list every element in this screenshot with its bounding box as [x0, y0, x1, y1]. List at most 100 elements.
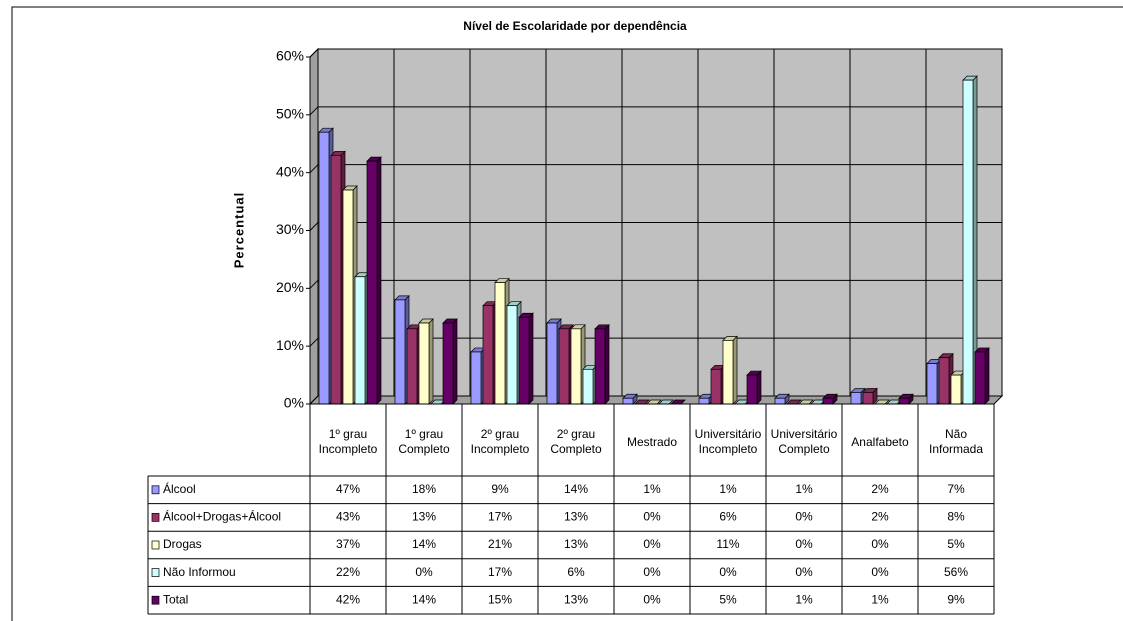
table-value: 0% — [643, 537, 661, 551]
category-label: 1º grau Incompleto — [318, 427, 378, 456]
table-value: 42% — [336, 592, 360, 606]
table-value: 2% — [871, 510, 889, 524]
y-tick-label: 40% — [276, 163, 304, 179]
y-tick-label: 20% — [276, 279, 304, 295]
bar — [722, 340, 734, 405]
table-value: 13% — [564, 592, 588, 606]
legend-label: Total — [163, 592, 188, 606]
table-value: 37% — [336, 537, 360, 551]
bar — [938, 357, 950, 405]
category-label: Analfabeto — [851, 434, 909, 449]
bar — [330, 154, 342, 405]
bar — [354, 276, 366, 405]
table-value: 8% — [947, 510, 965, 524]
table-value: 17% — [488, 510, 512, 524]
table-value: 14% — [412, 592, 436, 606]
grid-line-side — [309, 279, 319, 289]
bar — [962, 79, 974, 405]
legend-key — [151, 485, 160, 495]
bar — [418, 322, 430, 405]
category-label: Não Informada — [928, 427, 984, 456]
category-label: 1º grau Completo — [398, 427, 450, 456]
category-cell: Universitário Completo — [771, 427, 838, 456]
bar-side — [732, 335, 738, 405]
table-value: 0% — [795, 537, 813, 551]
category-cell: Universitário Incompleto — [695, 427, 762, 456]
table-value: 47% — [336, 482, 360, 496]
legend-label: Drogas — [163, 537, 202, 551]
bar — [710, 368, 722, 405]
table-value: 6% — [719, 510, 737, 524]
table-value: 1% — [795, 482, 813, 496]
bar — [494, 282, 506, 405]
table-value: 15% — [488, 592, 512, 606]
bar — [898, 397, 910, 405]
grid-line-side — [309, 337, 319, 347]
table-value: 17% — [488, 565, 512, 579]
bar — [318, 131, 330, 405]
bar — [774, 397, 786, 405]
table-value: 43% — [336, 510, 360, 524]
legend-label: Álcool — [163, 481, 196, 496]
bar-side — [452, 318, 458, 405]
grid-line-side — [309, 106, 319, 116]
bar — [406, 328, 418, 405]
category-cell: 1º grau Completo — [398, 427, 450, 456]
table-value: 18% — [412, 482, 436, 496]
table-value: 14% — [412, 537, 436, 551]
y-tick-label: 30% — [276, 221, 304, 237]
bar-side — [528, 312, 534, 405]
bar — [622, 397, 634, 405]
table-value: 1% — [719, 482, 737, 496]
table-value: 7% — [947, 482, 965, 496]
table-value: 13% — [564, 537, 588, 551]
category-cell: Mestrado — [626, 434, 678, 449]
category-label: Mestrado — [626, 434, 678, 449]
table-value: 1% — [795, 592, 813, 606]
y-axis-title: Percentual — [231, 192, 246, 268]
bar-side — [756, 370, 762, 405]
bar — [582, 368, 594, 405]
category-cell: 1º grau Incompleto — [318, 427, 378, 456]
bar — [342, 189, 354, 405]
table-value: 21% — [488, 537, 512, 551]
bar — [698, 397, 710, 405]
table-value: 5% — [947, 537, 965, 551]
bar — [926, 363, 938, 405]
bar — [506, 305, 518, 405]
category-cell: 2º grau Incompleto — [470, 427, 530, 456]
legend-key — [151, 595, 160, 605]
category-label: 2º grau Completo — [550, 427, 602, 456]
table-value: 1% — [871, 592, 889, 606]
table-value: 9% — [947, 592, 965, 606]
table-value: 5% — [719, 592, 737, 606]
table-value: 0% — [795, 510, 813, 524]
bar — [850, 392, 862, 405]
table-value: 56% — [944, 565, 968, 579]
legend-key — [151, 568, 160, 577]
bar — [470, 351, 482, 405]
chart-title: Nível de Escolaridade por dependência — [463, 19, 687, 33]
table-value: 13% — [564, 510, 588, 524]
bar — [974, 351, 986, 405]
grid-line-side — [309, 222, 319, 231]
legend-key — [151, 513, 160, 522]
table-value: 0% — [643, 510, 661, 524]
y-tick-label: 0% — [284, 395, 304, 411]
category-label: 2º grau Incompleto — [470, 427, 530, 456]
table-value: 0% — [643, 592, 661, 606]
bar — [746, 374, 758, 405]
category-cell: Analfabeto — [851, 434, 909, 449]
table-value: 9% — [491, 482, 509, 496]
table-value: 14% — [564, 482, 588, 496]
table-value: 0% — [795, 565, 813, 579]
table-value: 2% — [871, 482, 889, 496]
grid-line-side — [309, 164, 319, 174]
legend-label: Álcool+Drogas+Álcool — [163, 509, 281, 524]
bar — [518, 316, 530, 405]
bar — [822, 397, 834, 405]
bar — [950, 374, 962, 405]
table-value: 0% — [415, 565, 433, 579]
table-value: 6% — [567, 565, 585, 579]
